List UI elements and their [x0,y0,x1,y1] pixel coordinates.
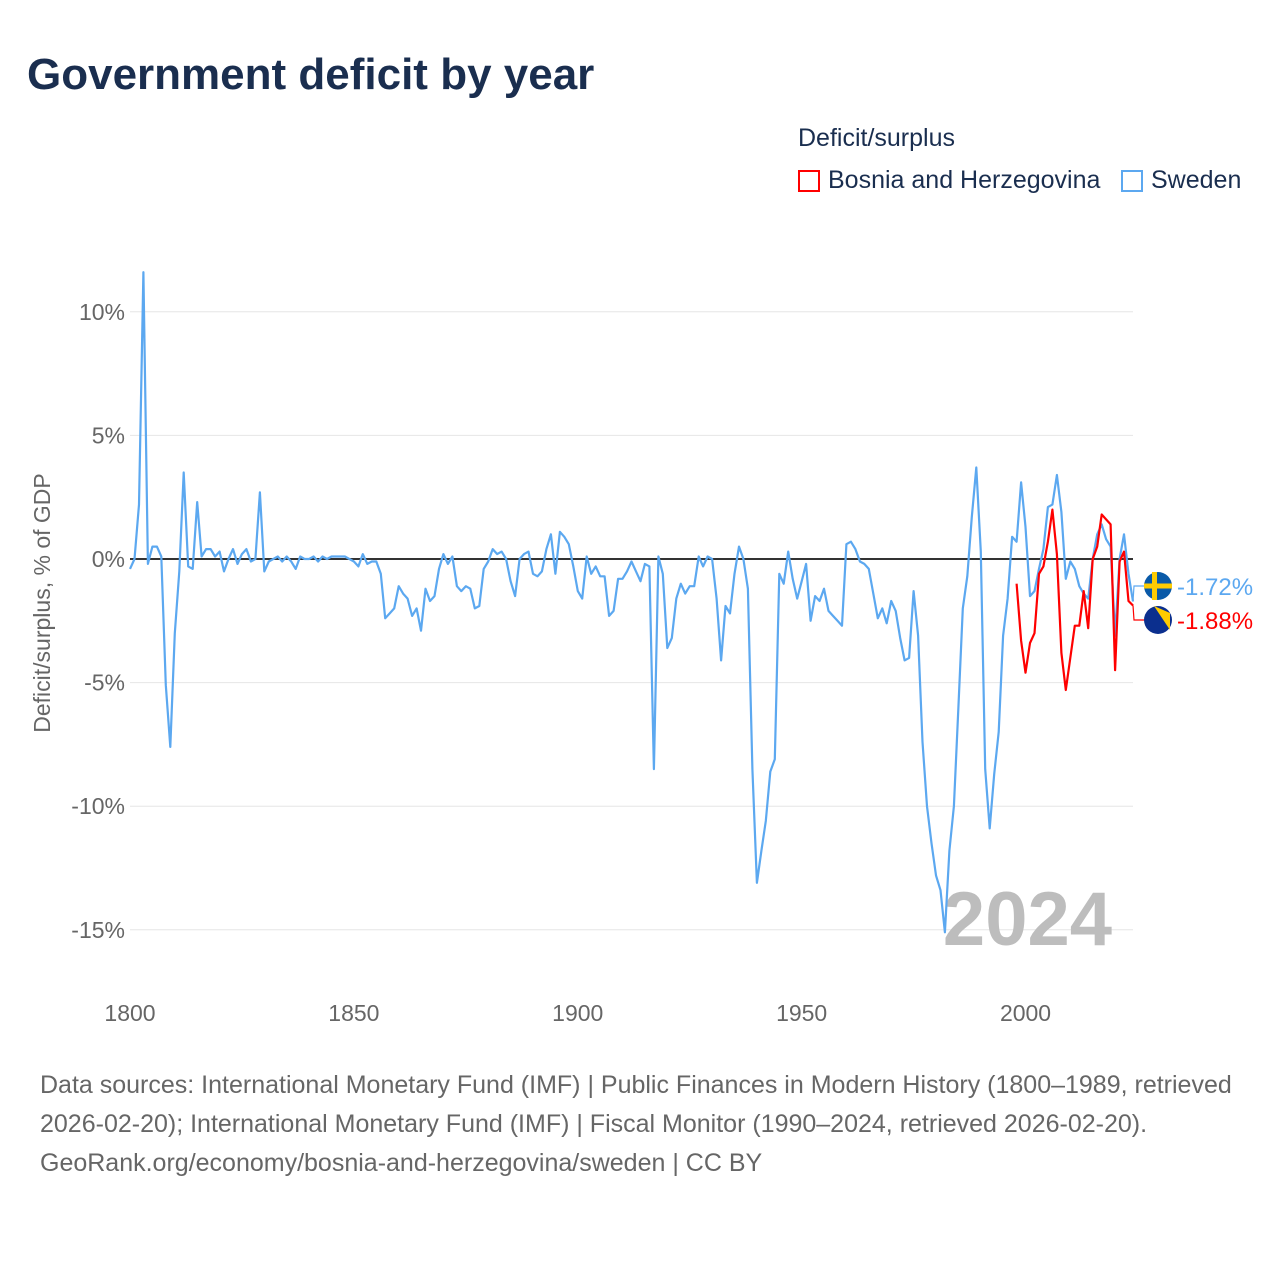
x-tick-label: 1850 [328,1000,379,1026]
sweden-flag-icon [1144,572,1172,600]
x-tick-label: 1900 [552,1000,603,1026]
year-watermark: 2024 [943,877,1112,962]
y-tick-label: 0% [92,546,125,572]
end-connector [1132,605,1146,621]
series-line-sweden [128,271,1135,934]
y-tick-label: -15% [71,917,125,943]
end-connector [1132,585,1146,602]
chart-title: Government deficit by year [27,50,595,99]
end-value-label: -1.72% [1177,574,1253,601]
y-tick-label: -5% [84,670,125,696]
series-line-bosnia-and-herzegovina [1015,508,1134,692]
y-tick-label: -10% [71,793,125,819]
x-tick-label: 1950 [776,1000,827,1026]
x-tick-label: 2000 [1000,1000,1051,1026]
legend-label-bosnia: Bosnia and Herzegovina [828,166,1101,194]
end-value-label: -1.88% [1177,608,1253,635]
legend-item-sweden[interactable]: Sweden [1121,166,1241,195]
x-tick-label: 1800 [104,1000,155,1026]
flag-cross-v [1152,572,1157,600]
y-axis-label: Deficit/surplus, % of GDP [29,473,55,732]
credit-link[interactable]: GeoRank.org/economy/bosnia-and-herzegovi… [40,1149,763,1177]
legend-item-bosnia[interactable]: Bosnia and Herzegovina [798,166,1100,195]
y-tick-label: 10% [79,299,125,325]
legend-swatch-sweden [1121,169,1143,192]
legend-title: Deficit/surplus [798,124,955,152]
flag-cross-h [1144,583,1172,589]
legend-label-sweden: Sweden [1151,166,1242,194]
flag-triangle [1154,606,1170,630]
footer: Data sources: International Monetary Fun… [40,1066,1240,1183]
legend-swatch-bosnia [798,169,820,192]
y-tick-label: 5% [92,422,125,448]
data-sources: Data sources: International Monetary Fun… [40,1071,1232,1138]
bosnia-flag-icon [1144,606,1172,634]
